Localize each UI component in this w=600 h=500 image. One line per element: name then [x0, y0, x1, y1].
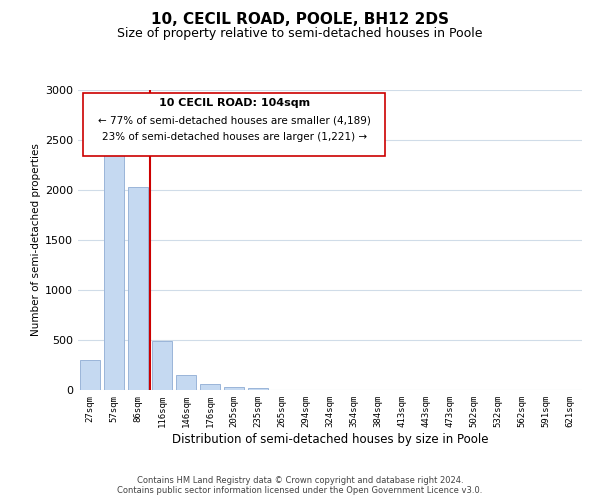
- Bar: [152, 341, 172, 390]
- Bar: [128, 187, 148, 390]
- Bar: [176, 374, 196, 390]
- Text: Size of property relative to semi-detached houses in Poole: Size of property relative to semi-detach…: [117, 28, 483, 40]
- Text: Contains HM Land Registry data © Crown copyright and database right 2024.: Contains HM Land Registry data © Crown c…: [137, 476, 463, 485]
- Bar: [104, 148, 124, 390]
- Text: 23% of semi-detached houses are larger (1,221) →: 23% of semi-detached houses are larger (…: [101, 132, 367, 142]
- Text: 10 CECIL ROAD: 104sqm: 10 CECIL ROAD: 104sqm: [158, 98, 310, 108]
- Bar: [248, 388, 268, 390]
- Bar: [80, 360, 100, 390]
- X-axis label: Distribution of semi-detached houses by size in Poole: Distribution of semi-detached houses by …: [172, 432, 488, 446]
- Text: Contains public sector information licensed under the Open Government Licence v3: Contains public sector information licen…: [118, 486, 482, 495]
- Text: 10, CECIL ROAD, POOLE, BH12 2DS: 10, CECIL ROAD, POOLE, BH12 2DS: [151, 12, 449, 28]
- Y-axis label: Number of semi-detached properties: Number of semi-detached properties: [31, 144, 41, 336]
- Bar: [200, 384, 220, 390]
- Text: ← 77% of semi-detached houses are smaller (4,189): ← 77% of semi-detached houses are smalle…: [98, 116, 371, 126]
- FancyBboxPatch shape: [83, 93, 385, 156]
- Bar: [224, 387, 244, 390]
